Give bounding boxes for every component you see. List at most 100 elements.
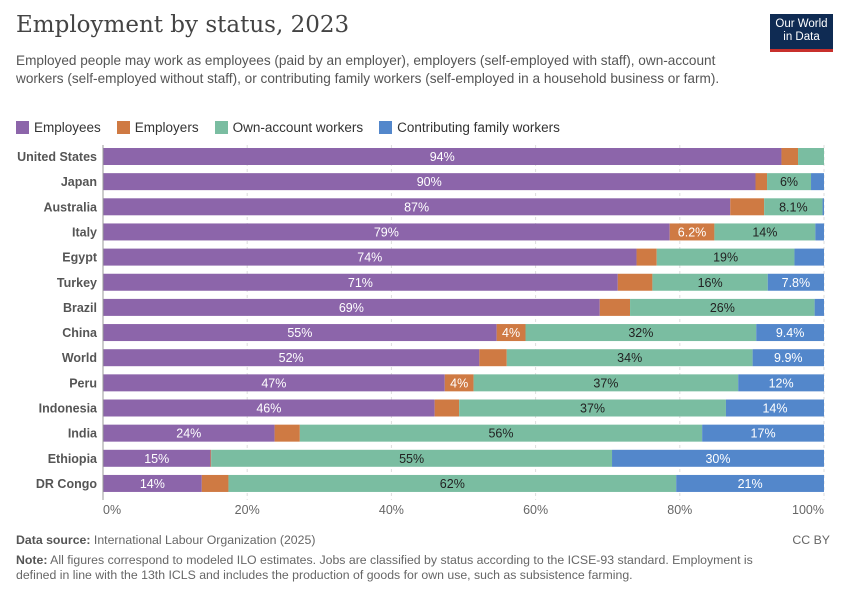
data-label: 55% bbox=[287, 326, 312, 340]
bar-segment[interactable] bbox=[434, 399, 460, 417]
bar-segment[interactable] bbox=[103, 198, 731, 216]
data-label: 46% bbox=[256, 402, 281, 416]
bar-segment[interactable] bbox=[814, 298, 824, 316]
legend-label: Employers bbox=[134, 120, 199, 135]
logo-text: in Data bbox=[783, 31, 820, 43]
bar-segment[interactable] bbox=[103, 424, 275, 442]
legend-item[interactable]: Own-account workers bbox=[214, 120, 364, 135]
bar-segment[interactable] bbox=[767, 173, 812, 191]
bar-segment[interactable] bbox=[103, 298, 600, 316]
category-label: China bbox=[62, 326, 98, 340]
bar-segment[interactable] bbox=[506, 349, 753, 367]
x-tick-label: 60% bbox=[523, 503, 548, 517]
bar-segment[interactable] bbox=[103, 474, 202, 492]
data-label: 24% bbox=[176, 427, 201, 441]
bar-segment[interactable] bbox=[459, 399, 726, 417]
source-label: Data source: bbox=[16, 533, 91, 547]
bar-segment[interactable] bbox=[525, 324, 757, 342]
data-label: 7.8% bbox=[782, 276, 811, 290]
x-tick-label: 100% bbox=[792, 503, 824, 517]
bar-segment[interactable] bbox=[612, 449, 824, 467]
bar-segment[interactable] bbox=[636, 248, 657, 266]
bar-segment[interactable] bbox=[794, 248, 824, 266]
legend-label: Own-account workers bbox=[232, 120, 364, 135]
data-source: Data source: International Labour Organi… bbox=[16, 533, 315, 547]
data-label: 4% bbox=[450, 376, 468, 390]
bar-segment[interactable] bbox=[798, 148, 824, 165]
bar-segment[interactable] bbox=[752, 349, 824, 367]
bar-segment[interactable] bbox=[103, 223, 670, 241]
owid-logo[interactable]: Our World in Data bbox=[770, 14, 833, 52]
bar-segment[interactable] bbox=[676, 474, 824, 492]
bar-segment[interactable] bbox=[764, 198, 823, 216]
stacked-bar-chart: 0% 20% 40% 60% 80% 100% United States 94% Japan 9… bbox=[17, 145, 825, 517]
bar-segment[interactable] bbox=[103, 374, 445, 392]
note-label: Note: bbox=[16, 553, 48, 567]
data-label: 37% bbox=[593, 376, 618, 390]
bar-segment[interactable] bbox=[473, 374, 739, 392]
legend-item[interactable]: Employees bbox=[16, 120, 101, 135]
data-label: 9.9% bbox=[774, 351, 803, 365]
bar-segment[interactable] bbox=[617, 273, 653, 291]
bar-segment[interactable] bbox=[656, 248, 795, 266]
bar-segment[interactable] bbox=[755, 173, 768, 191]
bar-segment[interactable] bbox=[444, 374, 474, 392]
category-label: Ethiopia bbox=[48, 452, 98, 466]
data-label: 9.4% bbox=[776, 326, 805, 340]
logo-text: Our World bbox=[775, 18, 828, 30]
bar-segment[interactable] bbox=[103, 399, 435, 417]
bar-segment[interactable] bbox=[811, 173, 824, 191]
data-label: 55% bbox=[399, 452, 424, 466]
data-label: 37% bbox=[580, 402, 605, 416]
bar-segment[interactable] bbox=[730, 198, 765, 216]
data-label: 79% bbox=[374, 225, 399, 239]
data-label: 87% bbox=[404, 200, 429, 214]
bar-segment[interactable] bbox=[299, 424, 703, 442]
bar-segment[interactable] bbox=[714, 223, 816, 241]
category-label: Turkey bbox=[57, 276, 97, 290]
bar-segment[interactable] bbox=[103, 173, 756, 191]
note: Note: All figures correspond to modeled … bbox=[16, 553, 796, 583]
legend-item[interactable]: Contributing family workers bbox=[379, 120, 560, 135]
source-text[interactable]: International Labour Organization (2025) bbox=[93, 533, 316, 547]
bar-segment[interactable] bbox=[781, 148, 799, 165]
bar-segment[interactable] bbox=[479, 349, 507, 367]
bar-segment[interactable] bbox=[211, 449, 613, 467]
legend-item[interactable]: Employers bbox=[116, 120, 199, 135]
bar-segment[interactable] bbox=[756, 324, 824, 342]
bar-segment[interactable] bbox=[103, 248, 637, 266]
bar-segment[interactable] bbox=[103, 273, 618, 291]
x-tick-label: 20% bbox=[235, 503, 260, 517]
bar-segment[interactable] bbox=[652, 273, 768, 291]
bar-segment[interactable] bbox=[669, 223, 715, 241]
data-label: 4% bbox=[502, 326, 520, 340]
bar-segment[interactable] bbox=[210, 449, 212, 467]
data-label: 52% bbox=[279, 351, 304, 365]
bar-segment[interactable] bbox=[822, 198, 824, 216]
data-label: 14% bbox=[752, 225, 777, 239]
bar-segment[interactable] bbox=[496, 324, 526, 342]
bar-segment[interactable] bbox=[725, 399, 824, 417]
bar-segment[interactable] bbox=[738, 374, 824, 392]
bar-segment[interactable] bbox=[599, 298, 631, 316]
data-label: 71% bbox=[348, 276, 373, 290]
bar-segment[interactable] bbox=[228, 474, 677, 492]
data-label: 14% bbox=[762, 402, 787, 416]
data-label: 94% bbox=[430, 150, 455, 164]
bar-segment[interactable] bbox=[201, 474, 229, 492]
category-label: World bbox=[62, 351, 97, 365]
bar-segment[interactable] bbox=[815, 223, 824, 241]
bar-segment[interactable] bbox=[103, 449, 211, 467]
bar-segment[interactable] bbox=[630, 298, 815, 316]
legend-swatch bbox=[379, 121, 393, 134]
category-label: Japan bbox=[61, 175, 97, 189]
bar-segment[interactable] bbox=[103, 349, 480, 367]
bar-segment[interactable] bbox=[767, 273, 824, 291]
bar-segment[interactable] bbox=[103, 324, 497, 342]
license[interactable]: CC BY bbox=[792, 533, 830, 547]
bar-segment[interactable] bbox=[103, 148, 782, 165]
legend: Employees Employers Own-account workers Con… bbox=[16, 120, 560, 135]
bar-segment[interactable] bbox=[274, 424, 300, 442]
bar-segment[interactable] bbox=[702, 424, 824, 442]
data-label: 14% bbox=[140, 477, 165, 491]
